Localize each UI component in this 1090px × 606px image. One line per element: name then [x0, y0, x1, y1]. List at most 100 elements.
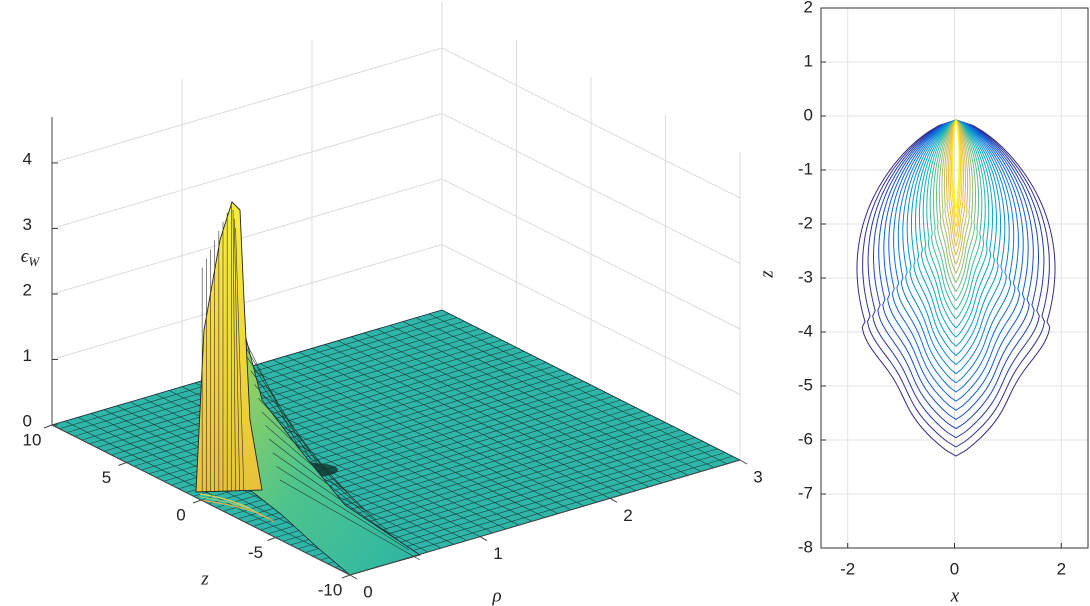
y-tick-label: -8 [798, 537, 813, 556]
contour-line [915, 119, 997, 347]
y-tick-label: -1 [798, 159, 813, 178]
y-tick-label: 1 [804, 51, 813, 70]
contour-line [918, 119, 994, 338]
contour-line [946, 119, 966, 257]
contour-line [856, 119, 1056, 457]
mesh-line [257, 397, 355, 501]
z-tick-label: 2 [23, 280, 32, 299]
mesh-line [247, 357, 323, 471]
x-axis-label: ρ [491, 585, 501, 606]
mesh-line [239, 329, 301, 451]
y-tick-label: -7 [798, 483, 813, 502]
z-tick-label: 3 [23, 215, 32, 234]
tick-mark [341, 574, 351, 579]
x-axis-line [349, 459, 741, 576]
mesh-line [232, 209, 236, 491]
contour-line [948, 119, 964, 248]
contour-line [902, 119, 1010, 375]
surface-peak [195, 201, 263, 493]
tick-mark [609, 497, 618, 503]
mesh-line [243, 343, 312, 461]
x-tick-label: 3 [753, 467, 762, 486]
y-axis-label: z [200, 568, 209, 589]
contour-line [862, 119, 1050, 448]
tick-mark [349, 574, 358, 580]
z-tick-label: 4 [23, 149, 32, 168]
x-tick-label: 1 [493, 544, 502, 563]
contour-line [888, 119, 1024, 402]
mesh-line [89, 328, 480, 445]
x-axis-label: x [950, 585, 960, 606]
y-tick-label: 5 [102, 468, 111, 487]
grid-line [51, 178, 741, 330]
contour-line [932, 119, 980, 302]
z-axis-label: ϵW [21, 246, 41, 269]
contour-line [906, 119, 1006, 366]
mesh-line [276, 466, 410, 551]
contour-line [929, 119, 983, 311]
mesh-line [234, 218, 240, 491]
z-tick-label: 1 [23, 346, 32, 365]
y-tick-label: 0 [176, 505, 185, 524]
x-tick-label: -2 [840, 559, 855, 578]
mesh-line [118, 343, 510, 460]
x-tick-label: 0 [363, 582, 372, 601]
y-tick-label: -5 [798, 375, 813, 394]
contour-line [910, 119, 1002, 357]
y-tick-label: -5 [248, 543, 263, 562]
contour-line [941, 119, 971, 275]
contour-line [952, 118, 960, 210]
y-tick-label: -6 [798, 429, 813, 448]
mesh-line [126, 347, 517, 463]
contour-line [949, 118, 963, 239]
z-tick-label: 0 [23, 411, 32, 430]
contour-line [878, 119, 1034, 420]
mesh-line [96, 332, 487, 448]
y-axis-label: z [756, 270, 777, 279]
tick-mark [43, 424, 53, 429]
z-axis-subscript: W [28, 254, 40, 269]
y-tick-label: 2 [804, 0, 813, 16]
mesh-line [265, 425, 377, 521]
y-tick-label: 0 [804, 105, 813, 124]
mesh-line [104, 335, 495, 452]
tick-mark [479, 536, 488, 542]
tick-mark [267, 537, 276, 541]
contour-line [867, 119, 1045, 439]
floor-contour [199, 499, 275, 523]
contour-line [897, 119, 1015, 384]
tick-mark [192, 499, 202, 504]
mesh-line [81, 324, 472, 441]
x-tick-label: 2 [623, 506, 632, 525]
y-tick-label: 10 [23, 430, 42, 449]
contour-line [873, 119, 1039, 430]
x-tick-label: 2 [1057, 559, 1066, 578]
mesh-line [74, 320, 465, 437]
mesh-line [272, 452, 399, 541]
mesh-line [261, 411, 366, 511]
mesh-line [268, 438, 388, 531]
contour-line [951, 118, 961, 228]
grid-line [51, 112, 741, 264]
mesh-line [111, 339, 502, 456]
grid-line [51, 47, 741, 199]
contour-line [938, 119, 974, 284]
tick-mark [739, 459, 748, 465]
y-tick-label: -4 [798, 321, 813, 340]
tick-mark [118, 462, 127, 466]
mesh-line [235, 228, 245, 491]
contour-line [922, 119, 990, 329]
contour-line [936, 119, 976, 293]
y-tick-label: -2 [798, 213, 813, 232]
y-tick-label: -3 [798, 267, 813, 286]
x-tick-label: 0 [950, 559, 959, 578]
z-axis-symbol: ϵ [21, 246, 30, 267]
contour-line [883, 119, 1029, 411]
mesh-line [250, 370, 333, 481]
contour-line [926, 119, 986, 320]
contour-line [943, 119, 969, 266]
y-tick-label: -10 [318, 580, 343, 599]
contour-line [893, 119, 1019, 393]
mesh-line [279, 479, 421, 561]
